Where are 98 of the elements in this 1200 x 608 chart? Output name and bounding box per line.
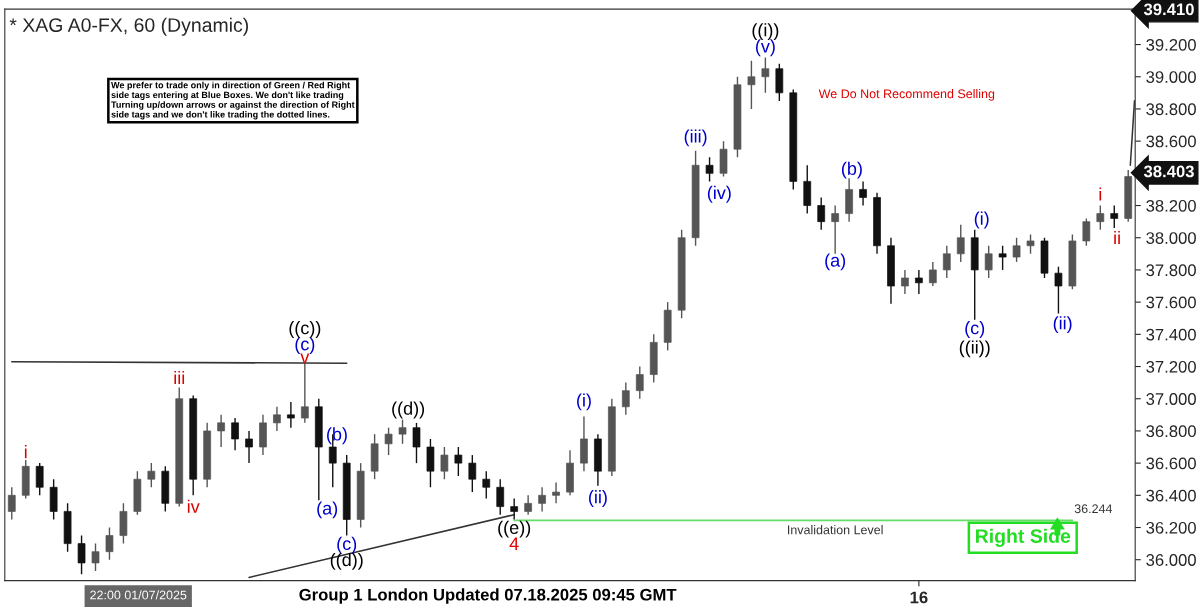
candlestick	[440, 446, 449, 480]
y-tick-label: 39.200	[1146, 38, 1196, 51]
candlestick	[496, 478, 505, 516]
candlestick	[929, 261, 937, 287]
candlestick	[245, 430, 253, 464]
y-tick-label: 37.800	[1146, 264, 1196, 277]
annotation: (a)	[825, 253, 846, 271]
annotation: (i)	[974, 211, 989, 229]
annotation: (i)	[577, 393, 591, 411]
candlestick	[998, 245, 1007, 271]
y-tick-label: 38.800	[1146, 103, 1196, 116]
candlestick	[231, 417, 239, 451]
candlestick	[901, 269, 909, 295]
candlestick	[984, 245, 993, 279]
y-tick-label: 36.200	[1146, 521, 1196, 534]
annotation: i	[1099, 187, 1102, 201]
candlestick	[705, 156, 714, 183]
candlestick	[761, 56, 770, 94]
candlestick	[621, 381, 630, 416]
candlestick	[747, 59, 756, 110]
chart-title: * XAG A0-FX, 60 (Dynamic)	[9, 17, 248, 36]
annotation: We prefer to trade only in direction of Green / Red Right side tags entering at Blue Boxes. We don't like trading Turning up/down arrows or against the direction of Right side tags and we don't like trading the dotted lines.	[111, 81, 355, 120]
candlestick	[552, 481, 560, 505]
annotation: We Do Not Recommend Selling	[818, 89, 995, 101]
annotation: (c)	[295, 337, 315, 354]
candlestick	[942, 245, 951, 279]
candlestick	[147, 462, 156, 488]
candlestick	[105, 526, 114, 561]
candlestick	[454, 446, 463, 477]
y-tick-label: 38.600	[1146, 135, 1196, 148]
candlestick	[77, 534, 86, 575]
annotation: ii	[1114, 230, 1120, 245]
candlestick	[817, 196, 826, 231]
candlestick	[915, 269, 923, 295]
annotation: ((d))	[330, 552, 363, 570]
annotation: Invalidation Level	[788, 525, 883, 535]
candlestick	[287, 401, 295, 429]
annotation: ((e))	[498, 520, 531, 538]
annotation: (iii)	[684, 129, 707, 147]
annotation: (a)	[317, 501, 338, 519]
candlestick	[1012, 237, 1021, 263]
candlestick	[273, 406, 281, 432]
y-tick-label: 36.800	[1146, 425, 1196, 438]
candlestick	[859, 180, 867, 207]
candlestick	[1110, 204, 1119, 229]
y-tick-label: 36.400	[1146, 489, 1196, 502]
y-tick-label: 39.000	[1146, 71, 1196, 83]
candlestick	[1054, 266, 1063, 315]
annotation: (c)	[965, 321, 985, 338]
annotation: ((ii))	[959, 340, 990, 358]
y-tick-label: 36.600	[1146, 457, 1196, 470]
candlestick	[91, 542, 100, 572]
annotation: (v)	[755, 39, 775, 57]
annotation: (ii)	[589, 490, 607, 507]
y-tick-label: 38.200	[1146, 199, 1196, 212]
candlestick	[217, 414, 225, 448]
text: 22:00 01/07/2025	[90, 590, 187, 600]
candlestick	[35, 462, 44, 497]
candlestick	[482, 470, 491, 500]
candlestick	[7, 486, 16, 521]
annotation: iv	[187, 499, 200, 513]
annotation: (b)	[841, 161, 862, 179]
text: 38.403	[1143, 165, 1194, 178]
candlestick	[510, 497, 519, 521]
y-tick-label: 37.200	[1146, 360, 1196, 373]
annotation: ((d))	[392, 401, 425, 419]
annotation: (b)	[327, 427, 347, 445]
candlestick	[831, 204, 839, 255]
candlestick	[1096, 204, 1105, 231]
candlestick	[1082, 217, 1091, 247]
y-tick-label: 37.000	[1146, 393, 1196, 405]
candlestick	[412, 422, 421, 464]
annotation: (c)	[337, 536, 357, 554]
y-tick-label: 37.600	[1146, 296, 1196, 309]
text: Group 1 London Updated 07.18.2025 09:45 GMT	[299, 588, 677, 604]
text: 39.410	[1143, 3, 1194, 16]
candlestick	[956, 224, 965, 263]
candlestick	[398, 418, 407, 445]
y-tick-label: 36.000	[1146, 554, 1196, 566]
x-tick-label: 16	[910, 591, 928, 604]
candlestick	[301, 362, 309, 424]
y-tick-label: 37.400	[1146, 328, 1196, 341]
annotation: (ii)	[1053, 316, 1072, 334]
candlestick	[468, 454, 477, 493]
y-tick-label: 38.000	[1146, 232, 1196, 244]
annotation: v	[300, 353, 310, 364]
annotation: ((i))	[752, 23, 779, 41]
candlestick	[635, 365, 644, 400]
annotation: (iv)	[707, 185, 731, 203]
ref-line-label: 36.244	[1074, 504, 1113, 514]
candlestick	[538, 486, 546, 513]
annotation: i	[24, 445, 27, 459]
candlestick	[1026, 233, 1035, 255]
annotation: ((c))	[289, 321, 321, 338]
candlestick	[384, 427, 393, 456]
candlestick	[524, 494, 532, 516]
annotation: iii	[174, 370, 185, 385]
annotation: 4	[509, 537, 519, 550]
